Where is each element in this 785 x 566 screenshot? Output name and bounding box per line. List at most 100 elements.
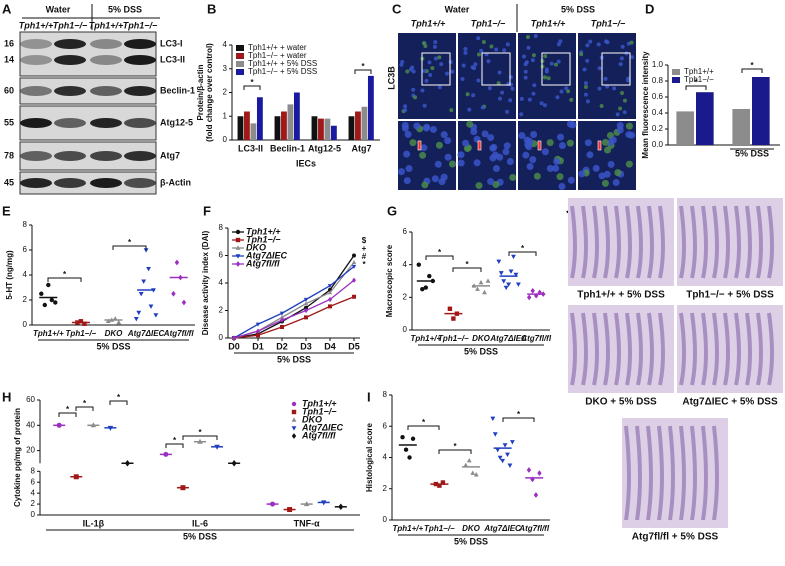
nucleus bbox=[599, 103, 604, 108]
crypt bbox=[603, 205, 610, 279]
nucleus bbox=[556, 173, 564, 181]
crypt bbox=[679, 425, 686, 521]
nucleus bbox=[433, 40, 438, 45]
y-tick-label: 4 bbox=[31, 488, 36, 497]
nucleus bbox=[546, 76, 551, 81]
nucleus bbox=[526, 45, 531, 50]
nucleus bbox=[471, 93, 476, 98]
crypt bbox=[636, 312, 643, 386]
x-tick-label: D0 bbox=[228, 341, 240, 351]
crypt bbox=[756, 205, 763, 279]
nucleus bbox=[463, 47, 468, 52]
sig-bracket bbox=[165, 443, 184, 448]
nucleus bbox=[492, 181, 500, 189]
nucleus bbox=[430, 66, 435, 71]
y-tick-label: 0.6 bbox=[652, 92, 664, 101]
legend-swatch bbox=[672, 77, 680, 83]
nucleus bbox=[491, 151, 499, 159]
nucleus bbox=[476, 78, 481, 83]
nucleus bbox=[566, 120, 574, 128]
point bbox=[498, 271, 504, 276]
nucleus bbox=[558, 39, 563, 44]
point bbox=[49, 297, 54, 303]
nucleus bbox=[404, 130, 412, 138]
point bbox=[407, 455, 412, 460]
y-tick-label: 2 bbox=[403, 292, 408, 301]
mean-marker bbox=[107, 425, 114, 431]
mean-marker bbox=[197, 438, 203, 444]
nucleus bbox=[428, 72, 433, 77]
legend-label: Tph1−/− + 5% DSS bbox=[248, 67, 317, 76]
sig-bracket bbox=[452, 267, 482, 272]
point bbox=[232, 335, 236, 341]
legend-marker bbox=[291, 417, 297, 422]
point bbox=[146, 266, 151, 272]
sig-bracket bbox=[438, 449, 472, 454]
label: Water bbox=[445, 4, 470, 14]
y-tick-label: 0 bbox=[383, 515, 388, 524]
point bbox=[447, 306, 453, 311]
nucleus bbox=[431, 175, 439, 183]
nucleus bbox=[526, 137, 534, 145]
crypt bbox=[625, 205, 632, 279]
band bbox=[90, 55, 122, 65]
nucleus bbox=[470, 65, 475, 70]
x-tick-label: D4 bbox=[324, 341, 336, 351]
nucleus bbox=[461, 63, 466, 68]
point bbox=[352, 294, 356, 299]
point bbox=[351, 259, 357, 264]
label: Atg7ΔIEC + 5% DSS bbox=[682, 397, 778, 408]
y-tick-label: 1 bbox=[223, 111, 228, 120]
y-tick-label: 0 bbox=[223, 135, 228, 144]
annotation: * bbox=[83, 399, 87, 408]
nucleus bbox=[523, 75, 528, 80]
label: 55 bbox=[4, 117, 14, 127]
x-tick-label: IL-1β bbox=[83, 518, 105, 528]
nucleus bbox=[444, 71, 449, 76]
nucleus bbox=[494, 47, 499, 52]
nucleus bbox=[584, 139, 592, 147]
crypt bbox=[767, 312, 774, 386]
crypt bbox=[614, 312, 621, 386]
label: LC3-I bbox=[160, 38, 183, 48]
legend-label: Atg7ΔIEC bbox=[301, 422, 344, 432]
nucleus bbox=[566, 89, 571, 94]
point bbox=[537, 470, 542, 476]
nucleus bbox=[630, 55, 635, 60]
nucleus bbox=[614, 169, 622, 177]
crypt bbox=[668, 425, 675, 521]
nucleus bbox=[492, 165, 500, 173]
legend-label: Atg7fl/fl bbox=[301, 430, 336, 440]
y-tick-label: 4 bbox=[219, 278, 224, 287]
annotation: * bbox=[750, 61, 754, 70]
nucleus bbox=[489, 44, 494, 49]
label: Tph1−/− bbox=[471, 18, 506, 28]
nucleus bbox=[508, 98, 513, 103]
annotation: # bbox=[362, 252, 367, 261]
x-tick-label: Atg7 bbox=[352, 143, 372, 153]
y-tick-label: 6 bbox=[23, 245, 28, 254]
point bbox=[500, 458, 506, 464]
label: I bbox=[367, 389, 371, 404]
legend-swatch bbox=[236, 69, 244, 75]
crypt bbox=[745, 205, 752, 279]
label: LC3-II bbox=[160, 54, 185, 64]
nucleus bbox=[519, 112, 524, 117]
nucleus bbox=[546, 164, 554, 172]
annotation: * bbox=[250, 78, 254, 87]
mean-marker bbox=[231, 460, 237, 467]
micrograph bbox=[458, 33, 516, 119]
crypt bbox=[646, 425, 653, 521]
label: 60 bbox=[4, 85, 14, 95]
point bbox=[328, 304, 332, 309]
annotation: * bbox=[63, 270, 67, 279]
band bbox=[54, 118, 86, 128]
x-tick-label: Tph1+/+ bbox=[392, 524, 423, 533]
legend-label: Tph1+/+ bbox=[302, 398, 337, 408]
point bbox=[497, 455, 503, 461]
crypt bbox=[647, 205, 654, 279]
point bbox=[327, 290, 333, 295]
nucleus bbox=[444, 137, 452, 145]
point bbox=[470, 470, 476, 475]
nucleus bbox=[466, 120, 474, 128]
